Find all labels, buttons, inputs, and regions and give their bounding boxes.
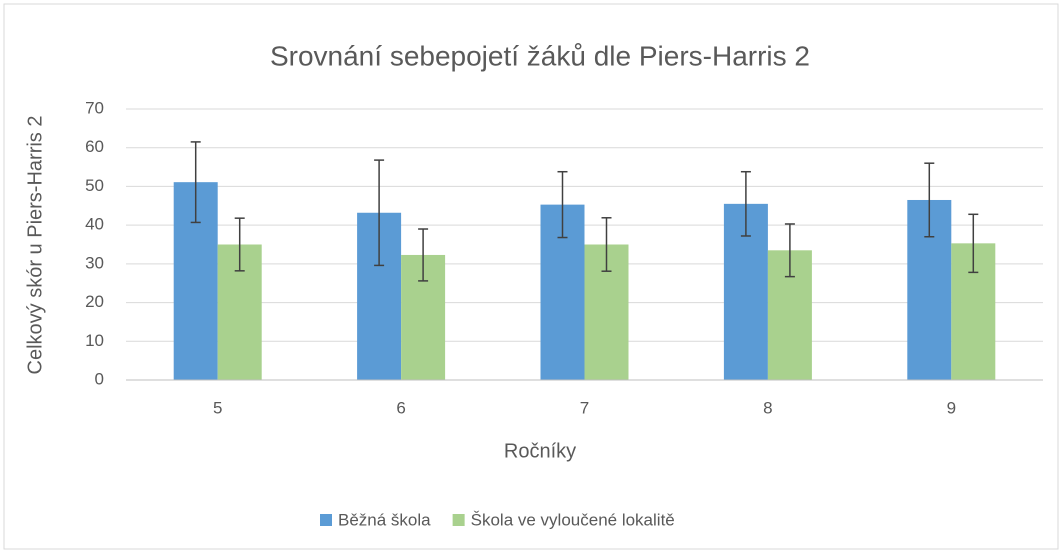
chart-title: Srovnání sebepojetí žáků dle Piers-Harri…: [270, 40, 810, 71]
legend-swatch: [452, 514, 465, 526]
error-bar: [557, 170, 568, 239]
error-bar: [374, 159, 385, 267]
legend-swatch: [320, 514, 332, 526]
y-axis-label: Celkový skór u Piers-Harris 2: [24, 116, 46, 375]
y-tick-label: 50: [85, 176, 104, 195]
x-tick-label: 5: [213, 398, 222, 417]
error-bar: [234, 217, 245, 272]
y-tick-label: 20: [85, 292, 104, 311]
error-bar: [601, 217, 612, 272]
legend-label: Běžná škola: [338, 510, 431, 529]
y-tick-label: 0: [95, 369, 104, 388]
x-tick-label: 9: [947, 398, 956, 417]
error-bar: [784, 223, 795, 278]
error-bar: [740, 170, 751, 237]
y-tick-label: 30: [85, 253, 104, 272]
y-tick-label: 70: [85, 98, 104, 117]
error-bar: [924, 162, 935, 238]
x-axis-label: Ročníky: [504, 440, 576, 462]
x-tick-label: 7: [580, 398, 589, 417]
error-bar: [968, 213, 979, 274]
x-tick-label: 8: [763, 398, 772, 417]
y-tick-label: 40: [85, 215, 104, 234]
x-tick-label: 6: [396, 398, 405, 417]
error-bar: [190, 141, 201, 224]
chart-border: [3, 3, 1059, 550]
y-tick-label: 10: [85, 331, 104, 350]
y-tick-label: 60: [85, 137, 104, 156]
error-bar: [418, 228, 429, 282]
legend-label: Škola ve vyloučené lokalitě: [471, 510, 675, 529]
